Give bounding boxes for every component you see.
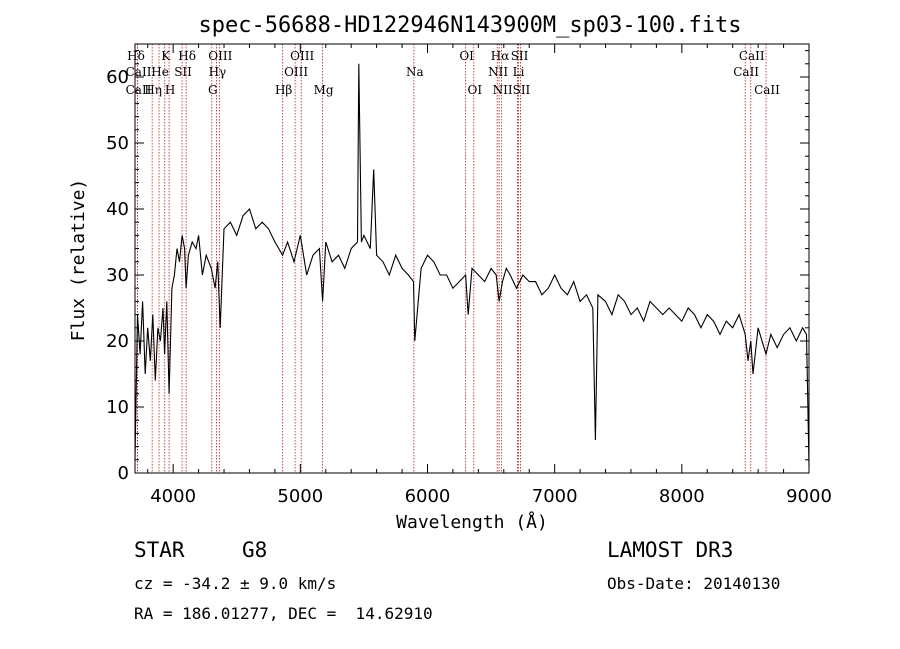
spectral-line-labels: Hδ CaII CaII K Hδ He SII Hη H OIII Hγ G OIII OIII Hβ Mg… [126, 49, 781, 97]
y-tick-label: 0 [118, 463, 129, 484]
x-tick-label: 9000 [786, 486, 832, 507]
y-tick-label: 30 [106, 265, 129, 286]
y-tick-label: 60 [106, 67, 129, 88]
line-label: H [165, 83, 175, 97]
line-label: OIII [290, 49, 314, 63]
y-axis-label: Flux (relative) [68, 179, 89, 342]
line-label: Li [513, 65, 525, 79]
spectral-line-markers [134, 44, 767, 473]
x-tick-label: 7000 [532, 486, 578, 507]
line-label: SII [174, 65, 192, 79]
object-class: STAR [134, 538, 185, 562]
x-tick-label: 4000 [150, 486, 196, 507]
line-label: OIII [284, 65, 308, 79]
coordinates: RA = 186.01277, DEC = 14.62910 [134, 604, 433, 623]
y-tick-label: 50 [106, 133, 129, 154]
x-tick-label: 5000 [277, 486, 323, 507]
obs-date: Obs-Date: 20140130 [607, 574, 781, 593]
y-axis: 0 10 20 30 40 50 60 [106, 50, 809, 484]
line-label: OI [459, 49, 474, 63]
line-label: CaII [733, 65, 759, 79]
y-tick-label: 40 [106, 199, 129, 220]
object-subclass: G8 [242, 538, 268, 562]
line-label: K [161, 49, 171, 63]
line-label: OI [467, 83, 482, 97]
line-label: Hη [144, 83, 162, 97]
x-tick-label: 8000 [659, 486, 705, 507]
line-label: NII [493, 83, 513, 97]
survey-name: LAMOST DR3 [607, 538, 734, 562]
redshift-readout: cz = -34.2 ± 9.0 km/s [134, 574, 337, 593]
y-tick-label: 10 [106, 397, 129, 418]
line-label: Hγ [209, 65, 227, 79]
line-label: SII [511, 49, 529, 63]
line-label: G [208, 83, 218, 97]
line-label: Hα [491, 49, 510, 63]
line-label: Hβ [275, 83, 292, 97]
line-label: NII [488, 65, 508, 79]
x-axis-label: Wavelength (Å) [396, 511, 548, 533]
chart-title: spec-56688-HD122946N143900M_sp03-100.fit… [198, 13, 741, 38]
x-axis: 4000 5000 6000 7000 8000 9000 [147, 44, 832, 507]
line-label: OIII [208, 49, 232, 63]
line-label: He [151, 65, 169, 79]
line-label: Na [406, 65, 424, 79]
line-label: CaII [126, 65, 152, 79]
spectrum-line [134, 63, 810, 467]
line-label: Mg [314, 83, 334, 97]
y-tick-label: 20 [106, 331, 129, 352]
plot-frame [134, 43, 810, 474]
line-label: SII [513, 83, 531, 97]
x-tick-label: 6000 [405, 486, 451, 507]
line-label: CaII [754, 83, 780, 97]
line-label: Hδ [178, 49, 196, 63]
line-label: Hδ [127, 49, 145, 63]
line-label: CaII [739, 49, 765, 63]
